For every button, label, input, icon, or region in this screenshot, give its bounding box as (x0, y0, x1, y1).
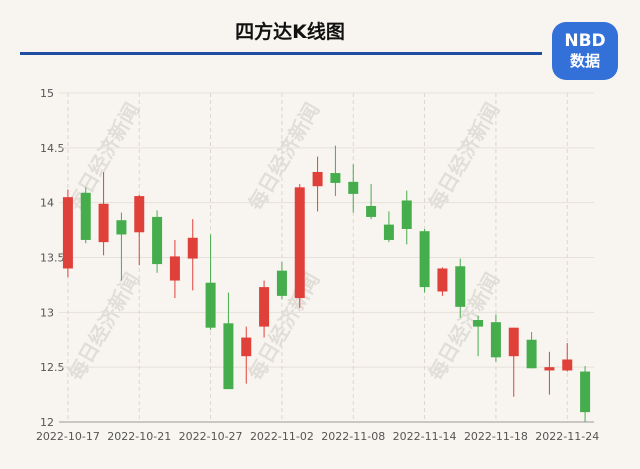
candle-body (312, 171, 323, 187)
candle-body (259, 287, 270, 327)
candle-body (116, 220, 127, 235)
candle-body (437, 268, 448, 292)
chart-title: 四方达K线图 (235, 20, 345, 43)
candle-body (169, 256, 180, 281)
x-tick-label: 2022-10-27 (179, 430, 243, 443)
x-tick-label: 2022-11-18 (464, 430, 528, 443)
x-tick-label: 2022-10-17 (36, 430, 100, 443)
y-tick-label: 13 (40, 306, 54, 319)
candle-body (187, 237, 198, 259)
candle-body (366, 205, 377, 217)
title-rule (20, 52, 542, 55)
candle-body (580, 371, 591, 413)
candle-body (473, 320, 484, 327)
logo: NBD (564, 31, 605, 51)
y-tick-label: 15 (40, 87, 54, 100)
candle-body (294, 187, 305, 299)
candle-body (562, 359, 573, 371)
candle-body (508, 327, 519, 357)
y-tick-label: 13.5 (40, 252, 65, 265)
candle-body (62, 197, 73, 269)
candle-body (419, 231, 430, 288)
candle-body (98, 203, 109, 243)
candle-body (223, 323, 234, 390)
candle-body (348, 181, 359, 194)
y-tick-label: 14.5 (40, 142, 65, 155)
candle-body (134, 196, 145, 233)
x-tick-label: 2022-11-08 (321, 430, 385, 443)
x-tick-label: 2022-11-24 (535, 430, 599, 443)
candle-body (526, 339, 537, 369)
watermark: 每日经济新闻 (244, 99, 325, 215)
x-tick-label: 2022-11-14 (393, 430, 457, 443)
candle-body (383, 224, 394, 240)
x-tick-label: 2022-11-02 (250, 430, 314, 443)
candle-body (490, 322, 501, 358)
watermark: 每日经济新闻 (424, 99, 505, 215)
y-tick-label: 12.5 (40, 361, 65, 374)
candle-body (276, 270, 287, 296)
candle-body (241, 337, 252, 357)
logo-box (552, 22, 618, 80)
candle-body (544, 367, 555, 371)
candle-body (80, 192, 91, 240)
candle-body (152, 216, 163, 265)
candle-body (205, 282, 216, 328)
candle-body (330, 173, 341, 183)
x-tick-label: 2022-10-21 (107, 430, 171, 443)
candle-body (455, 266, 466, 307)
y-tick-label: 14 (40, 197, 54, 210)
candle-body (401, 200, 412, 229)
y-tick-label: 12 (40, 416, 54, 429)
logo-sub: 数据 (570, 52, 600, 70)
